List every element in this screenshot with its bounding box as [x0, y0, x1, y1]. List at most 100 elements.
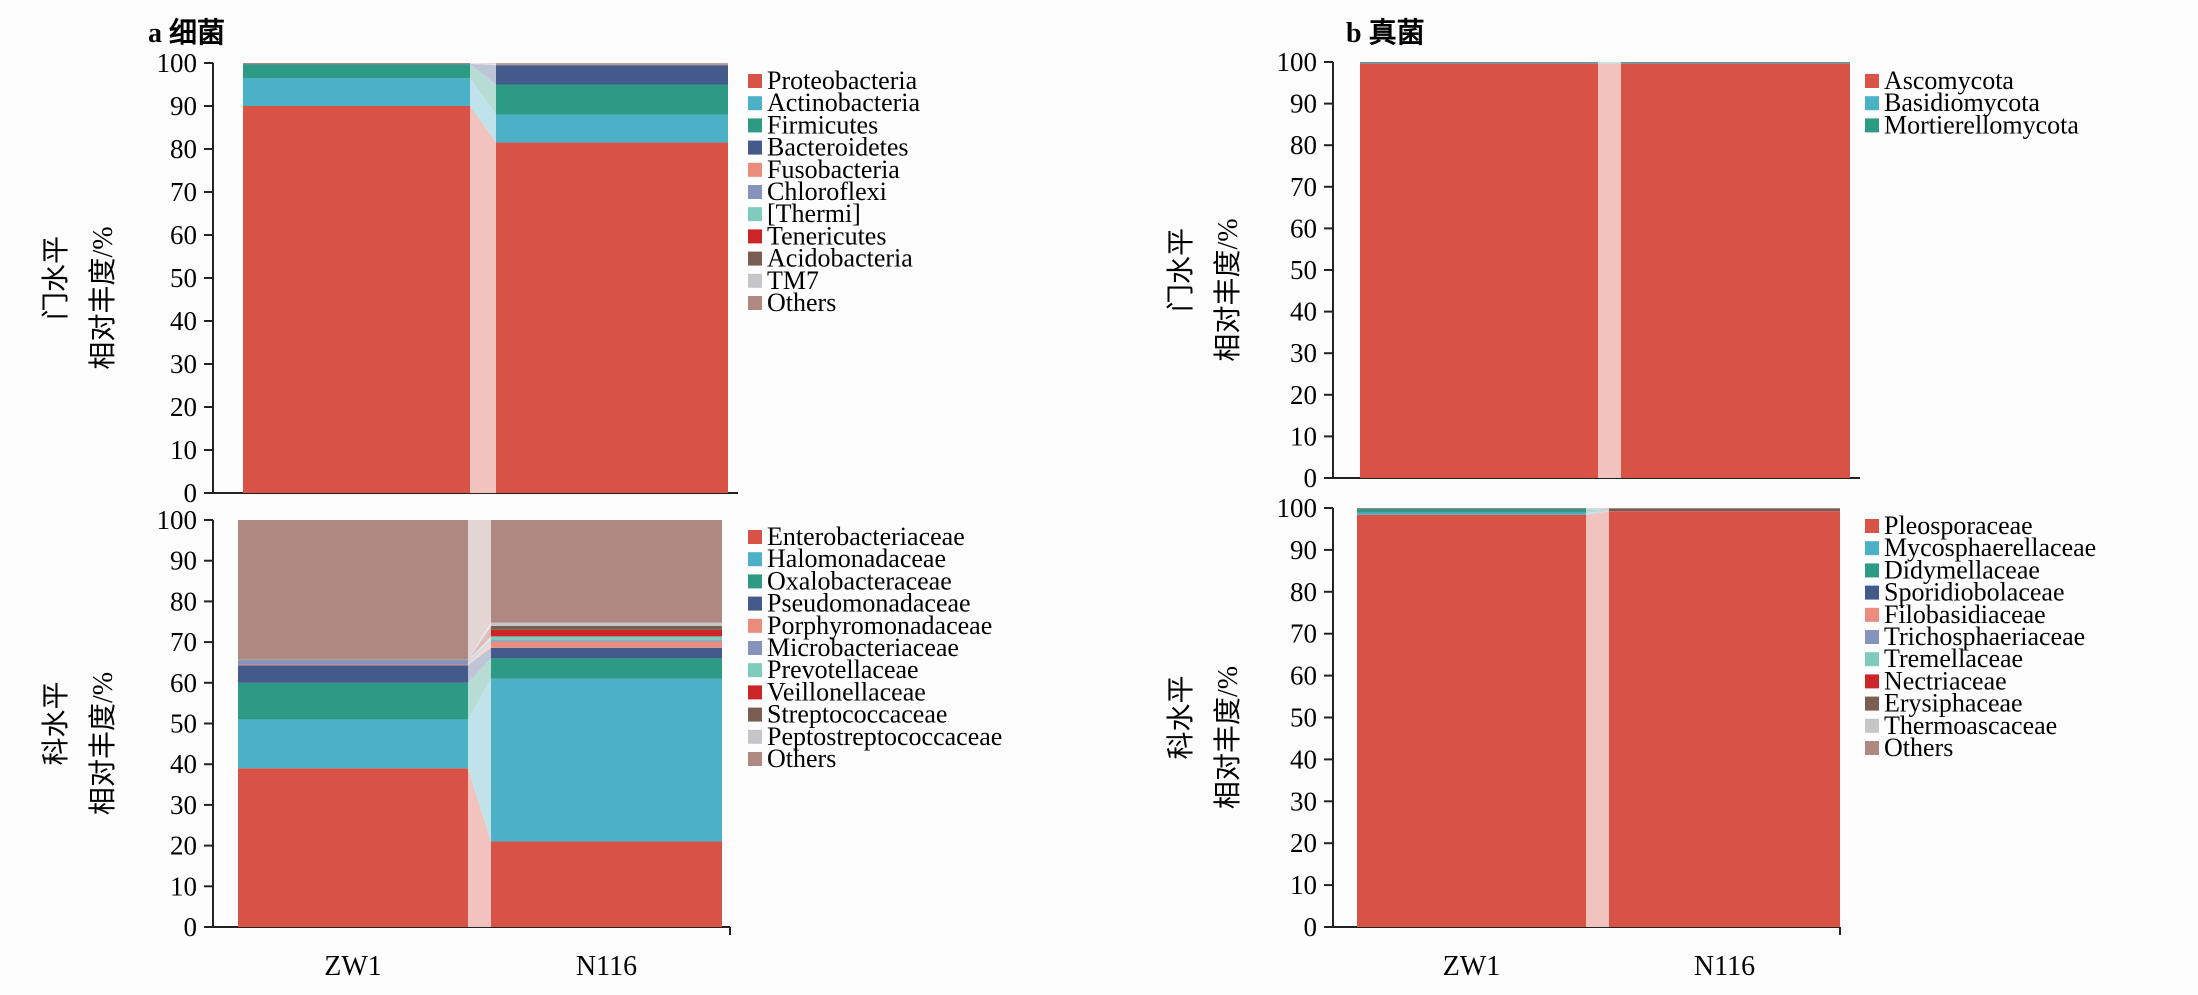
bar-segment [1360, 63, 1598, 479]
legend-swatch [748, 530, 762, 544]
legend-label: Chloroflexi [767, 177, 887, 206]
bar-segment [1609, 508, 1840, 509]
legend-swatch [748, 641, 762, 655]
y-tick-label: 80 [1290, 577, 1317, 607]
y-tick-label: 0 [184, 478, 198, 508]
legend-label: Bacteroidetes [767, 133, 909, 162]
connector-band [468, 768, 491, 927]
bar-segment [238, 682, 468, 720]
connector-band [468, 625, 491, 660]
connector-band [1586, 508, 1609, 511]
bar-segment [1357, 514, 1586, 927]
connector-band [470, 63, 496, 65]
y-tick-label: 20 [170, 392, 197, 422]
legend-swatch [748, 251, 762, 266]
y-tick-label: 60 [170, 668, 197, 698]
legend-label: Filobasidiaceae [1884, 600, 2046, 629]
y-tick-label: 70 [1290, 172, 1317, 202]
legend-swatch [1865, 118, 1879, 133]
y-tick-label: 40 [170, 306, 197, 336]
legend-label: Mycosphaerellaceae [1884, 533, 2096, 562]
connector-band [468, 520, 491, 660]
connector-band [1598, 63, 1621, 479]
legend-label: TM7 [767, 266, 819, 295]
y-axis-level-label: 科水平 [1165, 675, 1197, 759]
bar-segment [238, 768, 468, 927]
legend-label: Enterobacteriaceae [767, 522, 965, 551]
bar-segment [496, 64, 728, 65]
bar-segment [491, 625, 722, 630]
legend-swatch [1865, 652, 1879, 667]
legend-swatch [748, 273, 762, 288]
y-tick-label: 30 [170, 349, 197, 379]
connector-band [1586, 511, 1609, 927]
bar-segment [238, 520, 468, 660]
bar-segment [1621, 62, 1850, 63]
bar-segment [1609, 510, 1840, 512]
legend-label: Trichosphaeriaceae [1884, 622, 2085, 651]
legend-label: Porphyromonadaceae [767, 611, 992, 640]
y-tick-label: 60 [1290, 213, 1317, 243]
panel-title: a 细菌 [148, 16, 225, 49]
bar-segment [491, 520, 722, 623]
bar-segment [491, 641, 722, 648]
bar-segment [491, 647, 722, 659]
legend-swatch [1865, 585, 1879, 600]
y-axis-level-label: 科水平 [40, 681, 72, 765]
legend-swatch [748, 729, 762, 744]
legend-swatch [748, 752, 762, 766]
legend-swatch [748, 162, 762, 177]
legend-label: Sporidiobolaceae [1884, 578, 2065, 607]
connector-band [1586, 508, 1609, 511]
y-tick-label: 100 [1277, 493, 1318, 523]
y-tick-label: 80 [1290, 130, 1317, 160]
legend-swatch [748, 229, 762, 244]
connector-band [1586, 511, 1609, 515]
legend-label: Thermoascaceae [1884, 711, 2057, 740]
legend-label: Acidobacteria [767, 244, 913, 273]
y-axis-label: 相对丰度/% [87, 226, 119, 369]
connector-band [1586, 508, 1609, 511]
y-tick-label: 30 [1290, 786, 1317, 816]
legend-swatch [748, 185, 762, 199]
connector-band [468, 636, 491, 661]
connector-band [470, 63, 496, 85]
bar-segment [238, 664, 468, 666]
legend-label: Others [767, 288, 836, 317]
bar-segment [238, 719, 468, 769]
legend-swatch [1865, 96, 1879, 111]
connector-band [468, 622, 491, 660]
y-tick-label: 40 [170, 749, 197, 779]
bar-segment [496, 64, 728, 66]
y-axis-level-label: 门水平 [40, 236, 72, 320]
bar-segment [496, 65, 728, 85]
bar-segment [1609, 511, 1840, 927]
connector-band [470, 64, 496, 115]
legend-label: Ascomycota [1884, 66, 2014, 95]
legend-label: Proteobacteria [767, 66, 918, 95]
legend-label: Tenericutes [767, 221, 886, 250]
bar-segment [243, 64, 470, 79]
bar-segment [238, 660, 468, 661]
y-tick-label: 100 [1277, 47, 1318, 77]
bar-segment [243, 78, 470, 106]
bar-segment [491, 640, 722, 642]
x-tick-label: N116 [1694, 951, 1755, 982]
legend-swatch [748, 74, 762, 88]
legend-swatch [1865, 741, 1879, 755]
y-tick-label: 0 [1304, 912, 1318, 942]
y-tick-label: 20 [1290, 828, 1317, 858]
y-tick-label: 10 [1290, 870, 1317, 900]
connector-band [470, 63, 496, 64]
connector-band [468, 629, 491, 661]
y-tick-label: 10 [1290, 421, 1317, 451]
y-tick-label: 20 [1290, 380, 1317, 410]
y-axis-label: 相对丰度/% [1212, 218, 1244, 361]
legend-swatch [748, 596, 762, 611]
legend-swatch [1865, 630, 1879, 644]
legend-swatch [748, 140, 762, 155]
y-tick-label: 10 [170, 871, 197, 901]
y-tick-label: 90 [1290, 89, 1317, 119]
y-tick-label: 50 [170, 709, 197, 739]
